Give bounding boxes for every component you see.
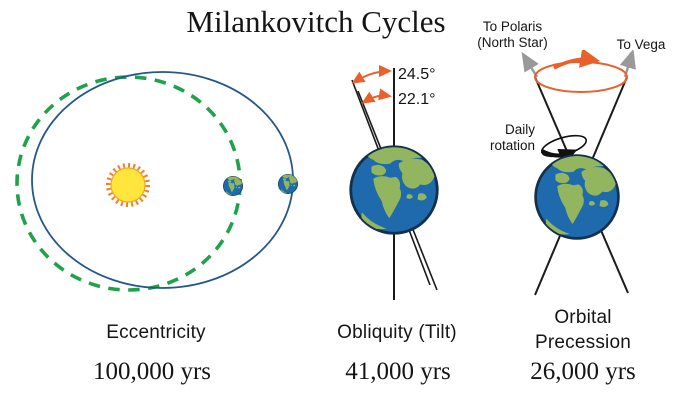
min-tilt-angle-arrow [361,88,392,104]
sun-icon [106,163,150,207]
earth-icon [536,155,619,238]
earth-icon [223,176,242,195]
obliquity-panel [320,65,480,300]
earth-icon [351,146,437,233]
precession-period: 26,000 yrs [530,358,636,385]
max-tilt-label: 24.5° [398,66,436,83]
eccentricity-panel [15,71,320,292]
obliquity-period: 41,000 yrs [345,358,451,385]
earth-icon [278,174,297,193]
eccentricity-caption: Eccentricity [106,322,206,343]
eccentricity-period: 100,000 yrs [92,358,212,385]
precession-caption: Orbital Precession [535,307,631,353]
page-title: Milankovitch Cycles [186,4,446,39]
precession-panel [521,50,636,296]
daily-rotation-label: Daily rotation [489,122,535,153]
precession-direction-arrow-icon [553,50,601,70]
precession-circle-icon [534,61,628,93]
min-tilt-label: 22.1° [398,91,436,108]
obliquity-caption: Obliquity (Tilt) [337,322,457,343]
polaris-label: To Polaris (North Star) [477,19,548,50]
daily-rotation-arrow-icon [541,149,578,166]
high-eccentricity-orbit [31,71,294,289]
max-tilt-angle-arrow [351,65,392,84]
vega-label: To Vega [616,37,666,52]
